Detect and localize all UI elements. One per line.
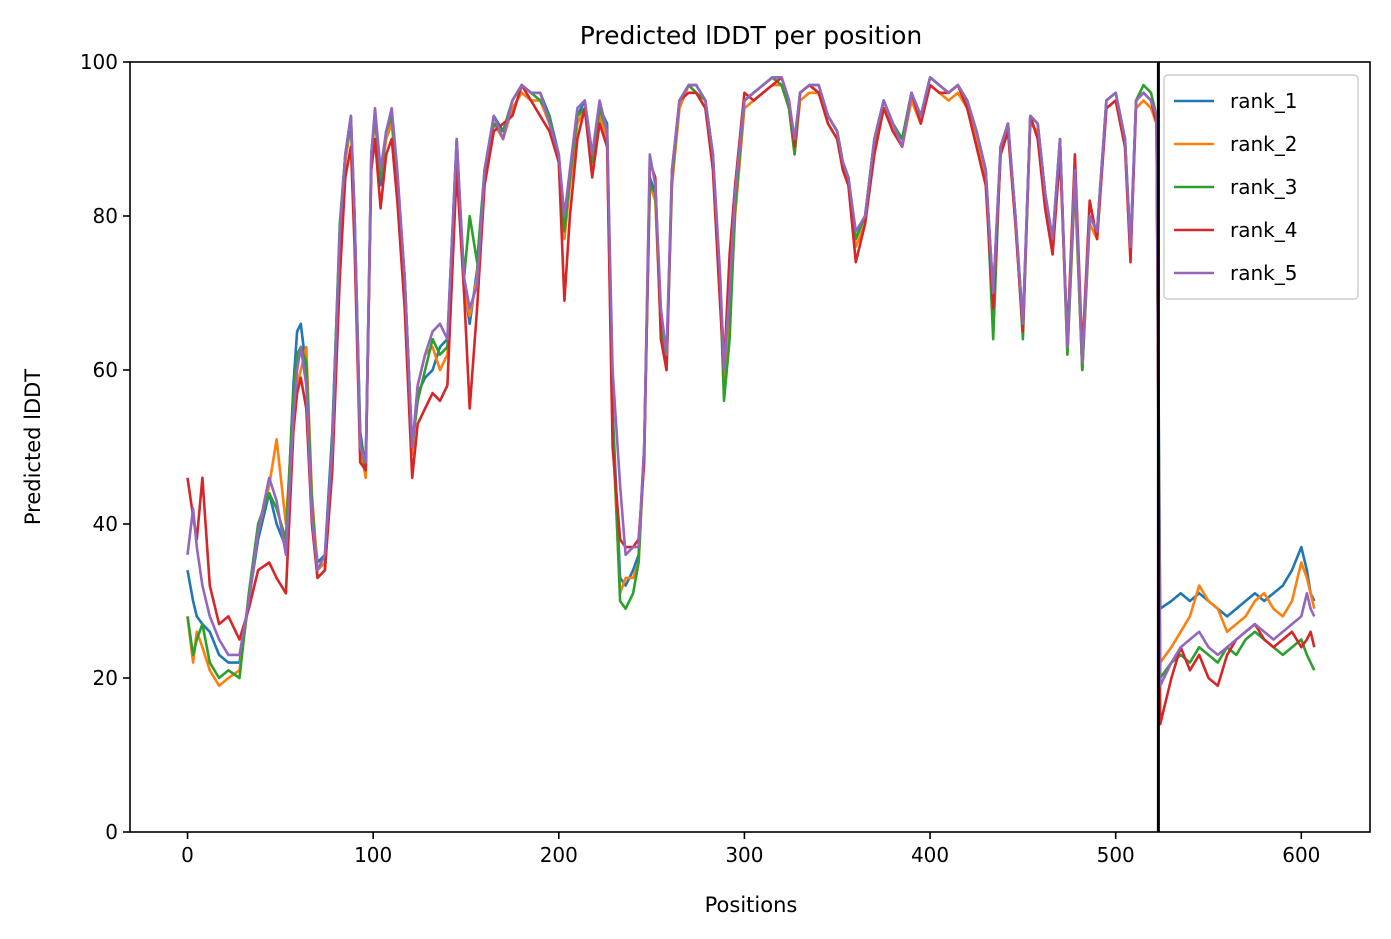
series-line-rank_5	[186, 76, 1316, 688]
x-tick-label: 500	[1097, 843, 1135, 867]
y-tick-label: 100	[80, 50, 118, 74]
legend-box	[1163, 74, 1359, 300]
x-tick-label: 600	[1282, 843, 1320, 867]
y-tick-label: 60	[93, 358, 118, 382]
plot-frame	[129, 61, 1371, 833]
series-line-rank_4	[186, 76, 1316, 726]
y-axis-title: Predicted lDDT	[21, 369, 45, 525]
x-tick-label: 100	[354, 843, 392, 867]
legend-label: rank_1	[1230, 89, 1297, 113]
y-axis: 0 20 40 60 80 100	[80, 50, 130, 844]
series-line-rank_3	[186, 76, 1316, 680]
legend-label: rank_2	[1230, 132, 1297, 156]
legend-label: rank_5	[1230, 261, 1297, 285]
series-line-rank_2	[186, 83, 1316, 688]
plot-area	[129, 61, 1371, 833]
y-tick-label: 40	[93, 512, 118, 536]
x-tick-label: 200	[540, 843, 578, 867]
x-tick-label: 0	[181, 843, 194, 867]
legend: rank_1 rank_2 rank_3 rank_4 rank_5	[1163, 74, 1359, 300]
y-tick-label: 0	[105, 820, 118, 844]
x-axis-title: Positions	[705, 893, 798, 917]
chart-title: Predicted lDDT per position	[580, 21, 922, 50]
y-tick-label: 80	[93, 204, 118, 228]
x-tick-label: 300	[725, 843, 763, 867]
legend-label: rank_4	[1230, 218, 1297, 242]
legend-label: rank_3	[1230, 175, 1297, 199]
y-tick-label: 20	[93, 666, 118, 690]
x-axis: 0 100 200 300 400 500 600	[181, 832, 1320, 867]
x-tick-label: 400	[911, 843, 949, 867]
